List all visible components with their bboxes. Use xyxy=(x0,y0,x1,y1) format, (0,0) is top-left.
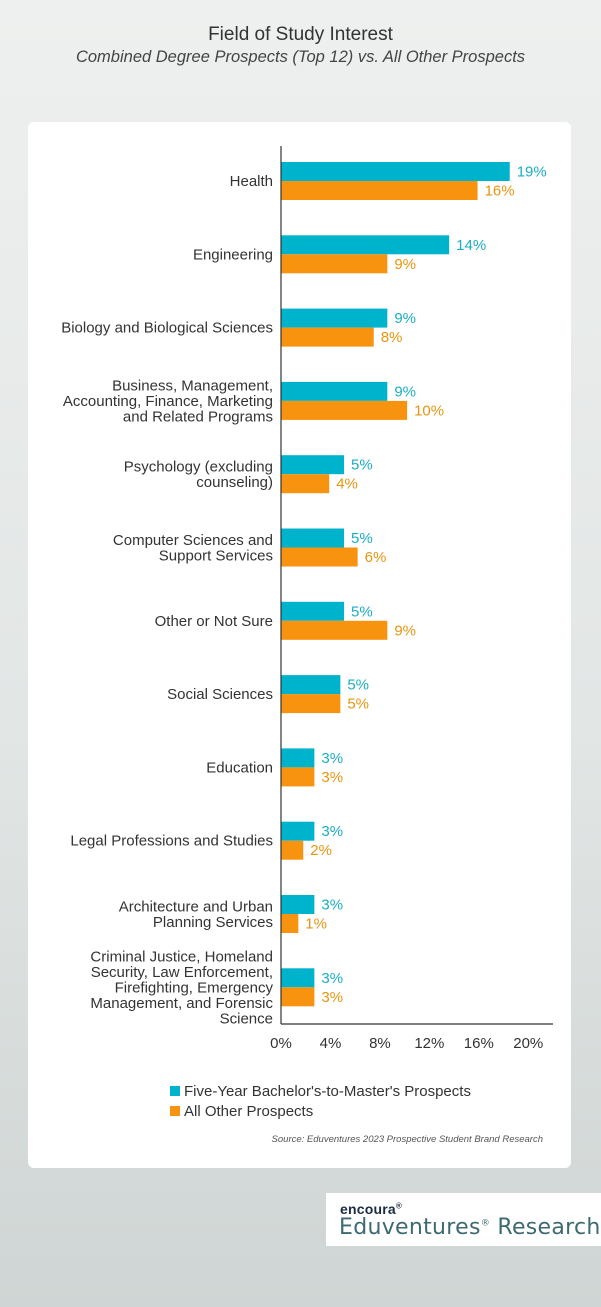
chart-legend: Five-Year Bachelor's-to-Master's Prospec… xyxy=(170,1081,471,1121)
data-label-1-3: 9% xyxy=(394,383,416,400)
data-label-1-11: 3% xyxy=(321,970,343,987)
category-label-7: Social Sciences xyxy=(167,686,273,703)
data-label-1-2: 9% xyxy=(394,310,416,327)
data-label-1-10: 3% xyxy=(321,897,343,914)
chart-card: 19% 16% Health 14% 9% Engineering 9% 8% Biology … xyxy=(28,122,571,1168)
x-tick-label-2: 8% xyxy=(369,1035,391,1052)
data-label-2-1: 9% xyxy=(394,256,416,273)
bar-2-10 xyxy=(281,914,299,933)
category-label-2: Biology and Biological Sciences xyxy=(61,320,273,337)
bar-2-1 xyxy=(281,254,388,274)
x-tick-label-4: 16% xyxy=(464,1035,494,1052)
data-label-2-6: 9% xyxy=(394,622,416,639)
bar-2-5 xyxy=(281,547,358,567)
data-label-2-4: 4% xyxy=(336,476,358,493)
data-label-1-1: 14% xyxy=(456,237,486,254)
bar-2-11 xyxy=(281,987,315,1007)
category-label-9: Legal Professions and Studies xyxy=(70,833,273,850)
category-label-4: Psychology (excluding counseling) xyxy=(124,458,273,491)
legend-swatch-series1 xyxy=(170,1086,180,1096)
chart-title: Field of Study Interest xyxy=(208,24,393,45)
category-label-6: Other or Not Sure xyxy=(155,613,273,630)
x-tick-label-3: 12% xyxy=(414,1035,444,1052)
brand-logo: encoura® Eduventures® Research xyxy=(326,1193,601,1246)
legend-label-series2: All Other Prospects xyxy=(184,1102,314,1120)
bar-1-10 xyxy=(281,895,315,914)
data-label-1-5: 5% xyxy=(351,530,373,547)
data-label-2-8: 3% xyxy=(321,769,343,786)
bar-1-7 xyxy=(281,675,341,695)
x-tick-label-1: 4% xyxy=(320,1035,342,1052)
x-tick-label-5: 20% xyxy=(513,1035,543,1052)
x-tick-label-0: 0% xyxy=(270,1035,292,1052)
category-label-1: Engineering xyxy=(193,246,273,263)
category-label-3: Business, Management, Accounting, Finance… xyxy=(63,377,273,425)
legend-label-series1: Five-Year Bachelor's-to-Master's Prospec… xyxy=(184,1082,471,1100)
legend-item-series1: Five-Year Bachelor's-to-Master's Prospec… xyxy=(170,1081,471,1101)
bar-2-2 xyxy=(281,327,374,347)
bar-1-0 xyxy=(281,162,510,181)
data-label-1-8: 3% xyxy=(321,750,343,767)
data-label-2-9: 2% xyxy=(310,842,332,859)
data-label-2-5: 6% xyxy=(365,549,387,566)
category-label-11: Criminal Justice, Homeland Security, Law … xyxy=(90,948,273,1027)
data-label-2-2: 8% xyxy=(381,329,403,346)
data-label-1-9: 3% xyxy=(321,823,343,840)
bar-2-8 xyxy=(281,767,315,787)
data-label-2-11: 3% xyxy=(321,989,343,1006)
bar-1-6 xyxy=(281,601,345,621)
chart-subtitle: Combined Degree Prospects (Top 12) vs. A… xyxy=(75,48,526,66)
bar-1-8 xyxy=(281,748,315,768)
data-label-1-0: 19% xyxy=(517,164,547,181)
legend-item-series2: All Other Prospects xyxy=(170,1101,471,1121)
bar-1-1 xyxy=(281,235,450,255)
data-label-1-7: 5% xyxy=(347,677,369,694)
bar-1-9 xyxy=(281,821,315,841)
data-label-1-4: 5% xyxy=(351,457,373,474)
bar-2-4 xyxy=(281,474,330,494)
encoura-wordmark: encoura® xyxy=(340,1201,402,1217)
category-label-5: Computer Sciences and Support Services xyxy=(113,532,273,565)
category-label-0: Health xyxy=(230,173,273,190)
category-label-8: Education xyxy=(206,759,273,776)
source-note: Source: Eduventures 2023 Prospective Stu… xyxy=(271,1134,543,1145)
bar-2-7 xyxy=(281,694,341,714)
bar-1-3 xyxy=(281,381,388,401)
bar-2-0 xyxy=(281,181,478,200)
category-label-10: Architecture and Urban Planning Services xyxy=(119,898,273,931)
legend-swatch-series2 xyxy=(170,1106,180,1116)
data-label-2-3: 10% xyxy=(414,402,444,419)
bar-1-4 xyxy=(281,455,345,475)
data-label-2-7: 5% xyxy=(347,696,369,713)
bar-2-6 xyxy=(281,620,388,640)
bar-1-11 xyxy=(281,968,315,988)
bar-1-5 xyxy=(281,528,345,548)
data-label-2-0: 16% xyxy=(485,183,515,200)
bar-1-2 xyxy=(281,308,388,328)
eduventures-wordmark: Eduventures® Research xyxy=(339,1215,601,1240)
data-label-2-10: 1% xyxy=(305,916,327,933)
data-label-1-6: 5% xyxy=(351,603,373,620)
bar-2-9 xyxy=(281,840,304,860)
bar-chart: 19%16%Health14%9%Engineering9%8%Biology … xyxy=(61,146,553,1052)
bar-2-3 xyxy=(281,400,408,420)
